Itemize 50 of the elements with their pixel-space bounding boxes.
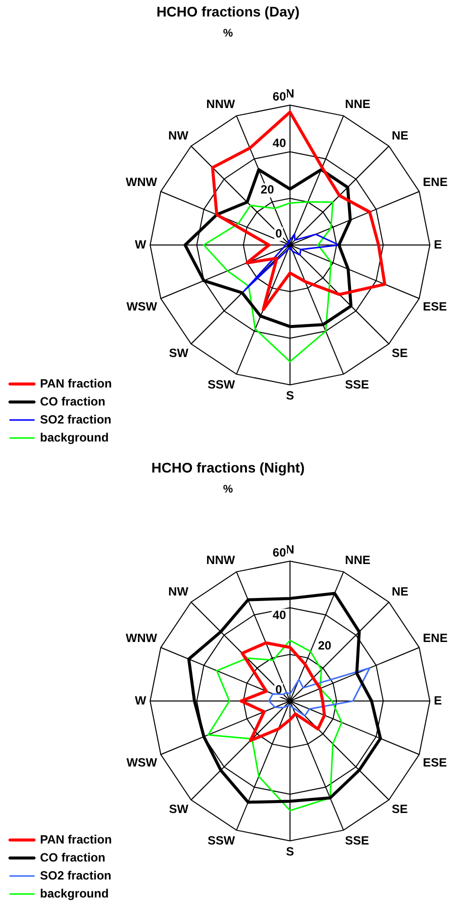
spoke-label: ENE	[422, 631, 448, 646]
y-tick-label: 20	[260, 182, 274, 197]
spoke-label: NW	[168, 584, 189, 598]
spoke-label: ESE	[422, 756, 447, 770]
legend-label: PAN fraction	[40, 832, 112, 846]
spoke-label: W	[134, 693, 147, 708]
spoke-label: S	[286, 844, 294, 858]
y-tick-label: 60	[272, 545, 286, 560]
chart-title: HCHO fractions (Night)	[151, 459, 305, 476]
spoke-label: NE	[392, 584, 408, 598]
chart-title: HCHO fractions (Day)	[156, 3, 300, 20]
spoke-label: NNE	[345, 97, 370, 112]
spoke-label: S	[286, 388, 294, 402]
y-tick-label: 0	[275, 682, 282, 696]
y-tick-label: 40	[272, 136, 286, 150]
spoke-label: E	[434, 693, 442, 708]
spoke-label: NNW	[206, 97, 236, 112]
spoke-label: SE	[392, 802, 408, 816]
spoke-label: NW	[168, 128, 189, 142]
spoke-label: NE	[392, 128, 408, 142]
spoke-label: SSE	[345, 377, 370, 392]
spoke-label: SW	[168, 802, 189, 816]
spoke-label: WNW	[126, 175, 158, 190]
legend-label: background	[40, 886, 109, 900]
text: %	[223, 27, 234, 40]
spoke-label: W	[134, 237, 147, 252]
spoke-label: SW	[168, 346, 189, 360]
y-tick-label: 40	[272, 608, 286, 622]
spoke-label: NNE	[345, 553, 370, 568]
spoke-label: WNW	[126, 631, 158, 646]
legend-label: CO fraction	[40, 850, 106, 864]
spoke-label: SSE	[345, 833, 370, 848]
spoke-label: ESE	[422, 300, 447, 314]
spoke-label: SSW	[208, 377, 236, 392]
spoke-label: WSW	[126, 756, 158, 770]
spoke-label: E	[434, 237, 442, 252]
y-tick-label: 60	[272, 89, 286, 104]
legend-label: SO2 fraction	[40, 412, 112, 426]
text: %	[223, 483, 234, 496]
spoke-label: ENE	[422, 175, 448, 190]
spoke-label: SSW	[208, 833, 236, 848]
legend-label: SO2 fraction	[40, 868, 112, 882]
spoke-label: SE	[392, 346, 408, 360]
spoke-label: NNW	[206, 553, 236, 568]
y-tick-label: 0	[275, 226, 282, 240]
spoke-label: WSW	[126, 300, 158, 314]
legend-label: background	[40, 430, 109, 444]
legend-label: PAN fraction	[40, 376, 112, 390]
legend-label: CO fraction	[40, 394, 106, 408]
y-tick-label: 20	[318, 638, 332, 653]
